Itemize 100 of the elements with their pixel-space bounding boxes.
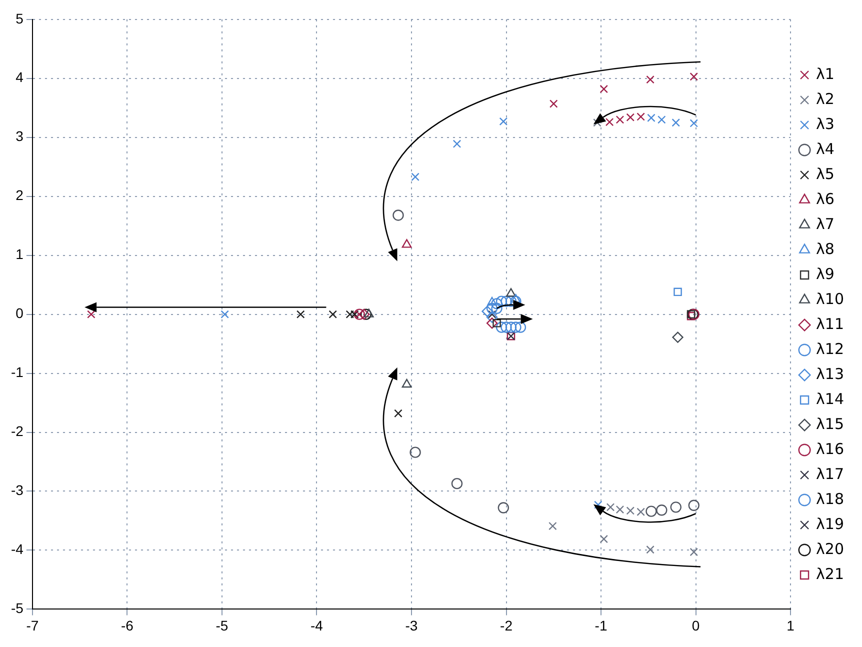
x-tick-label: -5 bbox=[216, 617, 228, 634]
point bbox=[498, 502, 510, 514]
point bbox=[600, 84, 608, 94]
point bbox=[491, 298, 502, 310]
point bbox=[505, 296, 517, 307]
x-tick-label: -1 bbox=[594, 617, 608, 634]
x-tick-label: -2 bbox=[500, 617, 513, 634]
point bbox=[646, 75, 654, 84]
y-tick-label: -3 bbox=[10, 482, 24, 498]
legend-label: λ18 bbox=[816, 490, 844, 508]
point bbox=[656, 504, 668, 516]
legend-label: λ10 bbox=[816, 290, 844, 308]
point bbox=[626, 506, 635, 515]
point bbox=[487, 296, 497, 306]
legend-label: λ12 bbox=[816, 340, 844, 358]
legend-label: λ4 bbox=[816, 140, 834, 158]
point bbox=[394, 409, 402, 418]
legend-label: λ15 bbox=[816, 414, 844, 433]
y-tick-label: 5 bbox=[16, 10, 24, 26]
legend-label: λ11 bbox=[816, 314, 844, 333]
point bbox=[510, 322, 522, 333]
point bbox=[296, 310, 305, 318]
point bbox=[492, 319, 501, 328]
point bbox=[606, 503, 615, 512]
point bbox=[672, 332, 684, 343]
point bbox=[550, 100, 558, 108]
point bbox=[346, 310, 354, 318]
legend-label: λ3 bbox=[816, 114, 834, 133]
point bbox=[500, 296, 512, 307]
point bbox=[411, 172, 420, 182]
y-tick-label: 3 bbox=[16, 128, 24, 144]
legend-label: λ20 bbox=[816, 540, 844, 558]
point bbox=[690, 119, 698, 128]
point bbox=[482, 306, 493, 317]
x-tick-label: -6 bbox=[120, 617, 134, 634]
point bbox=[220, 310, 229, 318]
point bbox=[496, 322, 508, 333]
point bbox=[690, 548, 698, 556]
point bbox=[451, 478, 463, 490]
point bbox=[488, 310, 496, 318]
point bbox=[658, 116, 666, 124]
point bbox=[616, 505, 624, 514]
legend-label: λ21 bbox=[816, 564, 844, 583]
y-tick-label: 4 bbox=[16, 69, 24, 86]
point bbox=[506, 288, 516, 297]
point bbox=[510, 296, 522, 307]
x-tick-label: 0 bbox=[692, 617, 700, 634]
point bbox=[670, 502, 682, 513]
x-tick-label: 1 bbox=[786, 617, 795, 634]
legend-label: λ14 bbox=[816, 390, 844, 408]
point bbox=[499, 117, 508, 126]
point bbox=[486, 318, 498, 329]
legend-label: λ13 bbox=[816, 364, 844, 383]
y-tick-label: -4 bbox=[10, 541, 24, 558]
point bbox=[690, 72, 698, 81]
point bbox=[626, 113, 635, 122]
point bbox=[328, 310, 337, 318]
point bbox=[672, 118, 680, 127]
point bbox=[87, 310, 96, 318]
point bbox=[605, 118, 614, 126]
legend-label: λ16 bbox=[816, 440, 844, 458]
point bbox=[402, 239, 412, 248]
point bbox=[647, 114, 656, 122]
y-tick-label: 0 bbox=[16, 305, 24, 322]
point bbox=[505, 322, 517, 333]
legend-label: λ2 bbox=[816, 90, 834, 108]
legend-label: λ5 bbox=[816, 164, 834, 183]
point bbox=[491, 302, 502, 314]
point bbox=[636, 112, 645, 121]
point bbox=[410, 446, 421, 458]
y-tick-label: -2 bbox=[10, 423, 24, 440]
point bbox=[674, 288, 682, 296]
y-tick-label: 2 bbox=[16, 187, 24, 204]
x-tick-label: -3 bbox=[405, 617, 418, 634]
point bbox=[646, 506, 657, 517]
legend-label: λ7 bbox=[816, 214, 834, 233]
legend-label: λ8 bbox=[816, 240, 834, 258]
point bbox=[392, 210, 404, 221]
legend-label: λ9 bbox=[816, 264, 834, 283]
point bbox=[688, 500, 700, 511]
x-tick-label: -7 bbox=[26, 617, 39, 634]
point bbox=[364, 308, 374, 318]
point bbox=[636, 508, 645, 516]
x-tick-label: -4 bbox=[310, 617, 324, 634]
point bbox=[496, 296, 508, 307]
y-tick-label: -1 bbox=[10, 364, 24, 380]
point bbox=[616, 116, 624, 124]
point bbox=[600, 534, 608, 544]
point bbox=[486, 302, 498, 314]
legend-label: λ1 bbox=[816, 64, 834, 83]
point bbox=[402, 378, 412, 388]
point bbox=[452, 140, 462, 148]
legend-label: λ19 bbox=[816, 514, 844, 533]
point bbox=[486, 312, 498, 323]
y-tick-label: 1 bbox=[16, 246, 24, 262]
y-tick-label: -5 bbox=[10, 600, 24, 616]
point bbox=[646, 545, 654, 554]
point bbox=[510, 294, 521, 303]
legend-label: λ17 bbox=[816, 464, 844, 483]
legend-label: λ6 bbox=[816, 190, 834, 208]
